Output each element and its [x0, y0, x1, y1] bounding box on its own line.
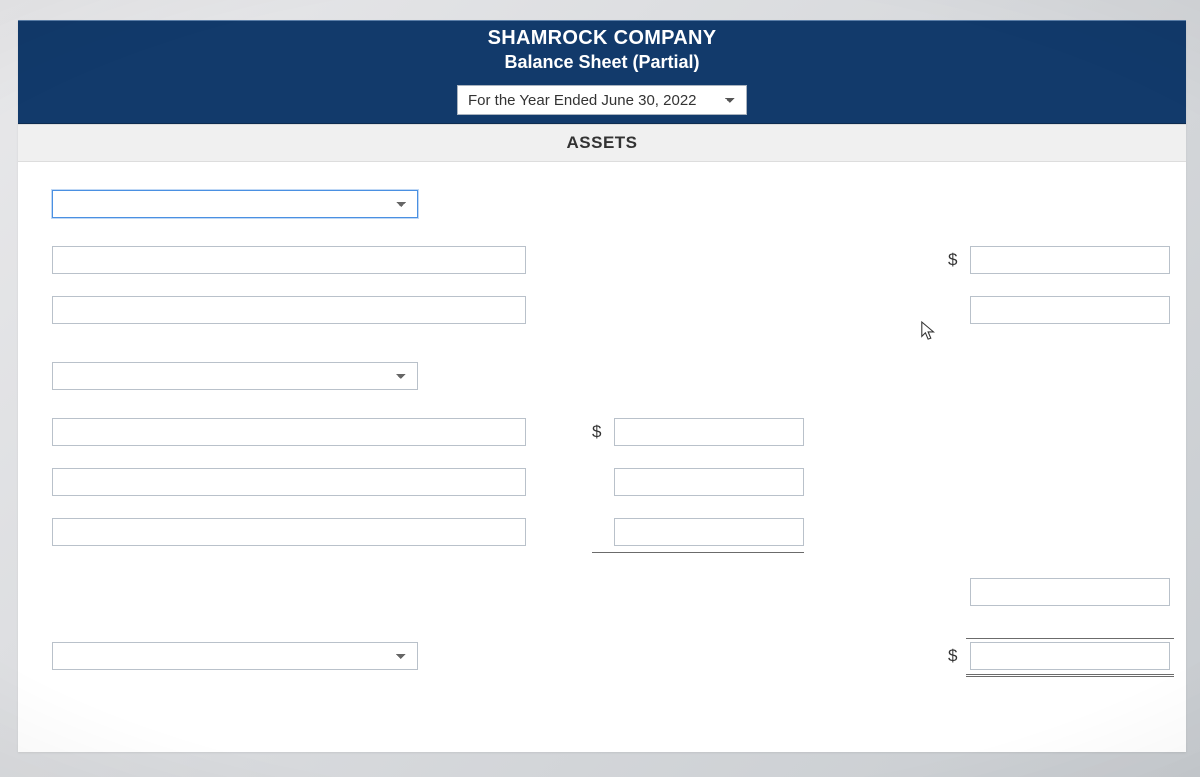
entry-row: $	[18, 246, 1186, 278]
account-input[interactable]	[52, 246, 526, 274]
account-input[interactable]	[52, 518, 526, 546]
amount-input-right[interactable]	[970, 578, 1170, 606]
currency-symbol: $	[592, 422, 601, 442]
amount-input-mid[interactable]	[614, 468, 804, 496]
total-rule-top	[966, 638, 1174, 639]
entry-row	[18, 190, 1186, 222]
subtotal-underline	[592, 552, 804, 553]
header-band: SHAMROCK COMPANY Balance Sheet (Partial)	[18, 20, 1186, 81]
entry-row: $	[18, 418, 1186, 450]
entry-row	[18, 578, 1186, 610]
amount-input-mid[interactable]	[614, 518, 804, 546]
currency-symbol: $	[948, 646, 957, 666]
currency-symbol: $	[948, 250, 957, 270]
sheet-subtitle: Balance Sheet (Partial)	[18, 52, 1186, 73]
period-select[interactable]: For the Year Ended June 30, 2022	[457, 85, 747, 115]
entry-row: $	[18, 642, 1186, 674]
account-input[interactable]	[52, 468, 526, 496]
total-double-underline	[966, 674, 1174, 677]
account-input[interactable]	[52, 296, 526, 324]
entry-row	[18, 518, 1186, 550]
period-row: For the Year Ended June 30, 2022	[18, 81, 1186, 124]
balance-sheet-panel: SHAMROCK COMPANY Balance Sheet (Partial)…	[18, 20, 1186, 752]
entry-grid: $ $ $	[18, 162, 1186, 752]
entry-row	[18, 362, 1186, 394]
account-select[interactable]	[52, 190, 418, 218]
section-label-assets: ASSETS	[18, 124, 1186, 162]
account-input[interactable]	[52, 418, 526, 446]
amount-input-right[interactable]	[970, 642, 1170, 670]
company-name: SHAMROCK COMPANY	[18, 27, 1186, 50]
entry-row	[18, 296, 1186, 328]
entry-row	[18, 468, 1186, 500]
amount-input-right[interactable]	[970, 296, 1170, 324]
amount-input-right[interactable]	[970, 246, 1170, 274]
account-select[interactable]	[52, 362, 418, 390]
amount-input-mid[interactable]	[614, 418, 804, 446]
account-select[interactable]	[52, 642, 418, 670]
